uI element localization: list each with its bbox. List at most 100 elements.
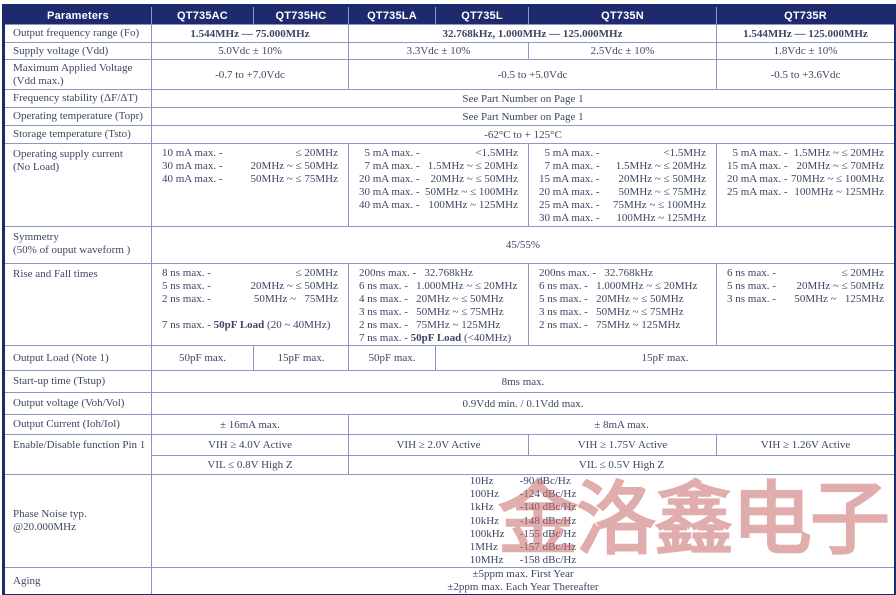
- param-label-line: Maximum Applied Voltage: [13, 61, 133, 74]
- spec-line: 5 mA max. - <1.5MHz: [359, 147, 519, 159]
- rise-fall-times-value-2: 200ns max. - 32.768kHz 6 ns max. - 1.000M…: [528, 263, 717, 346]
- output-load-value-1: 15pF max.: [253, 345, 349, 371]
- phase-noise-line: 10kHz -148 dBc/Hz: [469, 514, 577, 527]
- spec-line: 7 ns max. - 50pF Load (20 ~ 40MHz): [162, 319, 331, 331]
- spec-line: 40 mA max. -50MHz ~ ≤ 75MHz: [162, 173, 338, 185]
- supply-voltage-label: Supply voltage (Vdd): [3, 42, 152, 60]
- param-label-line: (50% of ouput waveform ): [13, 244, 131, 256]
- enable-disable-vih-value-0: VIH ≥ 4.0V Active: [151, 434, 349, 456]
- spec-line: 3 ns max. - 50MHz ~ ≤ 75MHz: [359, 306, 504, 318]
- enable-disable-vil-value-0: VIL ≤ 0.8V High Z: [151, 455, 349, 475]
- spec-line: 25 mA max. -100MHz ~ 125MHz: [727, 186, 884, 198]
- spec-line: 6 ns max. - ≤ 20MHz: [727, 267, 884, 279]
- table-row: Storage temperature (Tsto) -62°C to + 125…: [3, 125, 896, 144]
- supply-voltage-value-3: 1.8Vdc ± 10%: [716, 42, 896, 60]
- rise-fall-times-label: Rise and Fall times: [3, 263, 152, 346]
- enable-disable-vih-label: Enable/Disable function Pin 1: [3, 434, 152, 475]
- output-frequency-range-label: Output frequency range (Fo): [3, 24, 152, 43]
- phase-noise-list: 10Hz -90 dBc/Hz 100Hz -124 dBc/Hz 1kHz -140 d…: [469, 476, 577, 567]
- phase-noise-line: 1MHz -157 dBc/Hz: [469, 541, 577, 554]
- enable-disable-vih-value-3: VIH ≥ 1.26V Active: [716, 434, 896, 456]
- spec-line: 5 mA max. - <1.5MHz: [539, 147, 707, 159]
- output-current-value-0: ± 16mA max.: [151, 414, 349, 435]
- phase-noise-value-0: 10Hz -90 dBc/Hz 100Hz -124 dBc/Hz 1kHz -140 d…: [151, 473, 896, 569]
- param-label-line: Start-up time (Tstup): [13, 375, 106, 387]
- param-label-line: Enable/Disable function Pin 1: [13, 439, 146, 451]
- phase-noise-line: 100Hz -124 dBc/Hz: [469, 488, 577, 501]
- spec-line: 7 mA max. -1.5MHz ~ ≤ 20MHz: [539, 160, 707, 172]
- table-row: Output Load (Note 1) 50pF max. 15pF max. 50…: [3, 345, 896, 371]
- frequency-stability-label: Frequency stability (ΔF/ΔT): [3, 89, 152, 108]
- param-label-line: Storage temperature (Tsto): [13, 128, 131, 140]
- header-parameters: Parameters: [3, 5, 152, 25]
- output-load-value-3: 15pF max.: [435, 345, 896, 371]
- param-label-line: Operating supply current: [13, 148, 123, 160]
- output-voltage-value-0: 0.9Vdd min. / 0.1Vdd max.: [151, 392, 896, 415]
- spec-line: 15 mA max. -20MHz ~ ≤ 50MHz: [539, 173, 706, 185]
- header-qt735r: QT735R: [716, 5, 896, 25]
- spec-line: 40 mA max. -100MHz ~ 125MHz: [359, 199, 518, 211]
- spec-line: 20 mA max. -70MHz ~ ≤ 100MHz: [727, 173, 884, 185]
- aging-line: ±5ppm max. First Year: [472, 568, 574, 581]
- startup-time-label: Start-up time (Tstup): [3, 370, 152, 393]
- param-label-line: Aging: [13, 574, 41, 587]
- spec-line: 10 mA max. - ≤ 20MHz: [162, 147, 338, 159]
- header-qt735l: QT735L: [435, 5, 529, 25]
- output-frequency-range-value-2: 1.544MHz — 125.000MHz: [716, 24, 896, 43]
- frequency-stability-value-0: See Part Number on Page 1: [151, 89, 896, 108]
- output-current-value-1: ± 8mA max.: [348, 414, 896, 435]
- table-row: Operating temperature (Topr) See Part Num…: [3, 107, 896, 126]
- spec-line: 7 mA max. -1.5MHz ~ ≤ 20MHz: [359, 160, 519, 172]
- header-qt735hc: QT735HC: [253, 5, 349, 25]
- storage-temperature-label: Storage temperature (Tsto): [3, 125, 152, 144]
- spec-line: 2 ns max. - 75MHz ~ 125MHz: [539, 319, 681, 331]
- spec-line: 3 ns max. - 50MHz ~ ≤ 75MHz: [539, 306, 684, 318]
- operating-supply-current-value-1: 5 mA max. - <1.5MHz 7 mA max. -1.5MHz ~ ≤…: [348, 143, 529, 227]
- table-header: Parameters QT735AC QT735HC QT735LA QT735L QT7…: [3, 5, 896, 25]
- param-label-line: Output Load (Note 1): [13, 351, 109, 364]
- spec-line: 5 ns max. -20MHz ~ ≤ 50MHz: [727, 280, 884, 292]
- operating-temperature-value-0: See Part Number on Page 1: [151, 107, 896, 126]
- param-label-line: Symmetry: [13, 231, 59, 243]
- header-row: Parameters QT735AC QT735HC QT735LA QT735L QT7…: [3, 5, 896, 25]
- operating-supply-current-value-0: 10 mA max. - ≤ 20MHz 30 mA max. -20MHz ~ ≤…: [151, 143, 349, 227]
- table-row: Symmetry (50% of ouput waveform ) 45/55%: [3, 226, 896, 264]
- symmetry-label: Symmetry (50% of ouput waveform ): [3, 226, 152, 264]
- rise-fall-times-value-0: 8 ns max. - ≤ 20MHz 5 ns max. -20MHz ~ ≤ 5…: [151, 263, 349, 346]
- operating-supply-current-label: Operating supply current (No Load): [3, 143, 152, 227]
- output-load-value-2: 50pF max.: [348, 345, 436, 371]
- param-label-line: (Vdd max.): [13, 74, 64, 87]
- rise-fall-times-value-1: 200ns max. - 32.768kHz 6 ns max. - 1.000M…: [348, 263, 529, 346]
- storage-temperature-value-0: -62°C to + 125°C: [151, 125, 896, 144]
- output-voltage-label: Output voltage (Voh/Vol): [3, 392, 152, 415]
- aging-label: Aging: [3, 567, 152, 595]
- header-qt735la: QT735LA: [348, 5, 436, 25]
- spec-line: 6 ns max. - 1.000MHz ~ ≤ 20MHz: [539, 280, 698, 292]
- header-qt735ac: QT735AC: [151, 5, 254, 25]
- rise-fall-times-value-3: 6 ns max. - ≤ 20MHz 5 ns max. -20MHz ~ ≤ 5…: [716, 263, 896, 346]
- table-row: Operating supply current (No Load) 10 mA m…: [3, 143, 896, 227]
- enable-disable-vih-value-2: VIH ≥ 1.75V Active: [528, 434, 717, 456]
- spec-line: 200ns max. - 32.768kHz: [539, 267, 653, 279]
- param-label-line: Phase Noise typ.: [13, 508, 87, 521]
- param-label-line: Supply voltage (Vdd): [13, 44, 109, 57]
- enable-disable-vih-value-1: VIH ≥ 2.0V Active: [348, 434, 529, 456]
- spec-line: 30 mA max. -20MHz ~ ≤ 50MHz: [162, 160, 338, 172]
- spec-line: 2 ns max. -50MHz ~ 75MHz: [162, 293, 338, 305]
- param-label-line: Output voltage (Voh/Vol): [13, 397, 125, 409]
- output-frequency-range-value-1: 32.768kHz, 1.000MHz — 125.000MHz: [348, 24, 717, 43]
- param-label-line: (No Load): [13, 161, 60, 173]
- table-row: Rise and Fall times 8 ns max. - ≤ 20MHz 5 n…: [3, 263, 896, 346]
- phase-noise-label: Phase Noise typ. @20.000MHz: [3, 473, 152, 569]
- spec-line: 2 ns max. - 75MHz ~ 125MHz: [359, 319, 501, 331]
- spec-line: 5 ns max. - 20MHz ~ ≤ 50MHz: [539, 293, 684, 305]
- spec-line: 8 ns max. - ≤ 20MHz: [162, 267, 338, 279]
- output-current-label: Output Current (Ioh/Iol): [3, 414, 152, 435]
- spec-line: 3 ns max. -50MHz ~ 125MHz: [727, 293, 884, 305]
- phase-noise-line: 100kHz -155 dBc/Hz: [469, 527, 577, 540]
- phase-noise-line: 10MHz -158 dBc/Hz: [469, 554, 577, 567]
- enable-disable-vil-value-1: VIL ≤ 0.5V High Z: [348, 455, 896, 475]
- spec-line: 4 ns max. - 20MHz ~ ≤ 50MHz: [359, 293, 504, 305]
- maximum-applied-voltage-value-1: -0.5 to +5.0Vdc: [348, 59, 717, 90]
- supply-voltage-value-1: 3.3Vdc ± 10%: [348, 42, 529, 60]
